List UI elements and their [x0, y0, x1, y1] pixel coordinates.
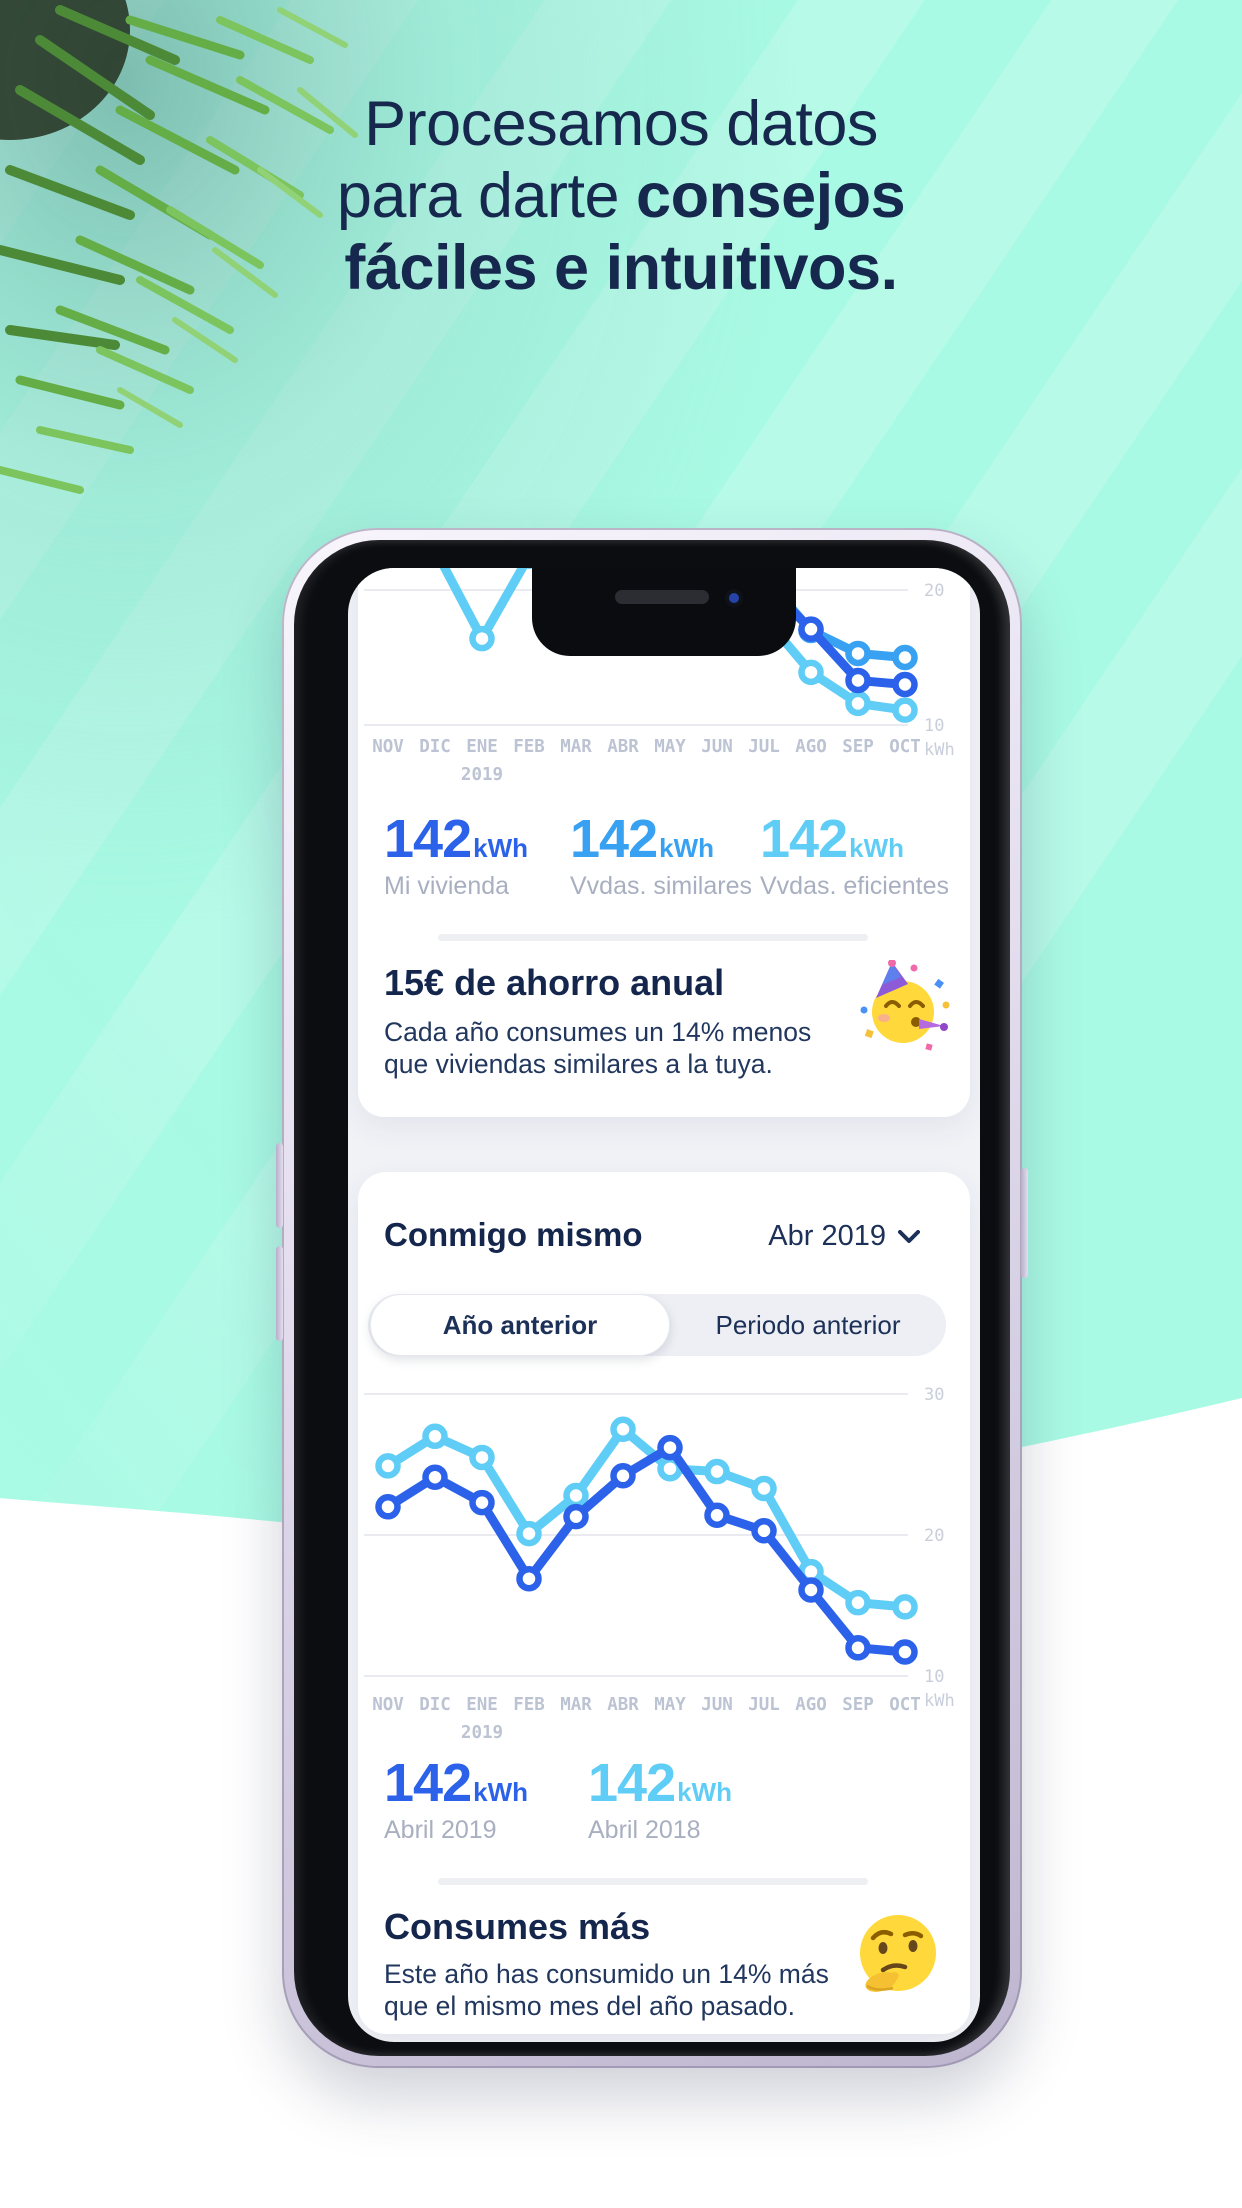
svg-text:OCT: OCT	[889, 1695, 921, 1715]
power-button	[1021, 1168, 1028, 1278]
svg-text:FEB: FEB	[513, 1695, 545, 1715]
svg-text:kWh: kWh	[924, 740, 955, 760]
stat-mi-vivienda: 142kWh Mi vivienda	[384, 808, 528, 901]
svg-text:20: 20	[924, 1526, 944, 1546]
tab-periodo-anterior[interactable]: Periodo anterior	[715, 1309, 901, 1340]
stat-value: 142	[760, 809, 848, 869]
app-screen: 20 10 kWh NOV DIC ENE FEB MAR ABR MAY JUN JUL AGO SEP…	[348, 568, 980, 2042]
speaker-grille	[615, 590, 709, 604]
svg-text:NOV: NOV	[372, 737, 404, 757]
headline: Procesamos datos para darte consejos fác…	[0, 88, 1242, 304]
svg-text:SEP: SEP	[842, 737, 874, 757]
period-value: Abr 2019	[768, 1220, 886, 1252]
svg-text:ENE: ENE	[466, 737, 498, 757]
svg-text:30: 30	[924, 1385, 944, 1405]
headline-line1: Procesamos datos	[364, 89, 878, 159]
svg-text:DIC: DIC	[419, 1695, 451, 1715]
svg-text:MAY: MAY	[654, 737, 686, 757]
stat-label: Vvdas. eficientes	[760, 872, 949, 900]
stat-label: Mi vivienda	[384, 872, 510, 900]
divider	[438, 934, 868, 941]
stat-unit: kWh	[849, 833, 904, 863]
plant-image	[0, 0, 358, 494]
stat-label: Abril 2018	[588, 1816, 701, 1844]
svg-text:JUN: JUN	[701, 737, 733, 757]
period-dropdown[interactable]: Abr 2019	[768, 1220, 920, 1253]
svg-text:MAY: MAY	[654, 1695, 686, 1715]
svg-text:AGO: AGO	[795, 737, 827, 757]
stat-abril-2019: 142kWh Abril 2019	[384, 1752, 528, 1845]
front-camera	[723, 587, 745, 609]
tab-ano-anterior[interactable]: Año anterior	[370, 1294, 670, 1356]
svg-text:MAR: MAR	[560, 1695, 592, 1715]
headline-line2: para darte consejos	[336, 161, 906, 231]
self-comparison-title: Conmigo mismo	[384, 1216, 643, 1253]
svg-text:2019: 2019	[461, 1723, 503, 1743]
phone-mockup: 20 10 kWh NOV DIC ENE FEB MAR ABR MAY JUN JUL AGO SEP…	[276, 528, 1028, 2068]
savings-insight-body: Cada año consumes un 14% menos que vivie…	[384, 1017, 812, 1079]
consumption-insight-title: Consumes más	[384, 1906, 651, 1947]
comparison-toggle: Año anterior Periodo anterior	[368, 1294, 946, 1356]
stat-abril-2018: 142kWh Abril 2018	[588, 1752, 732, 1845]
savings-insight-title: 15€ de ahorro anual	[384, 962, 725, 1003]
stat-viviendas-eficientes: 142kWh Vvdas. eficientes	[760, 808, 949, 901]
svg-text:ABR: ABR	[607, 1695, 639, 1715]
svg-text:OCT: OCT	[889, 737, 921, 757]
svg-text:10: 10	[924, 1667, 944, 1687]
party-face-emoji	[860, 960, 950, 1051]
stat-value: 142	[384, 1753, 472, 1813]
svg-text:JUL: JUL	[748, 737, 780, 757]
chevron-down-icon	[898, 1229, 920, 1243]
headline-line3: fáciles e intuitivos.	[344, 233, 898, 303]
stat-label: Abril 2019	[384, 1816, 497, 1844]
svg-text:20: 20	[924, 581, 944, 601]
stat-unit: kWh	[473, 833, 528, 863]
stat-value: 142	[384, 809, 472, 869]
svg-text:JUL: JUL	[748, 1695, 780, 1715]
svg-text:JUN: JUN	[701, 1695, 733, 1715]
phone-bezel: 20 10 kWh NOV DIC ENE FEB MAR ABR MAY JUN JUL AGO SEP…	[294, 540, 1010, 2056]
stat-unit: kWh	[677, 1777, 732, 1807]
volume-up-button	[276, 1143, 283, 1228]
svg-text:2019: 2019	[461, 765, 503, 785]
svg-text:AGO: AGO	[795, 1695, 827, 1715]
stat-unit: kWh	[473, 1777, 528, 1807]
stat-value: 142	[570, 809, 658, 869]
stat-value: 142	[588, 1753, 676, 1813]
chart-self-comparison: 30 20 10 kWh NOV DIC ENE FEB MAR ABR MAY JUN JUL AGO S…	[364, 1385, 955, 1743]
svg-text:DIC: DIC	[419, 737, 451, 757]
stat-label: Vvdas. similares	[570, 872, 752, 900]
thinking-face-emoji	[860, 1915, 936, 1992]
svg-text:SEP: SEP	[842, 1695, 874, 1715]
svg-text:ENE: ENE	[466, 1695, 498, 1715]
svg-text:ABR: ABR	[607, 737, 639, 757]
stat-viviendas-similares: 142kWh Vvdas. similares	[570, 808, 752, 901]
svg-text:NOV: NOV	[372, 1695, 404, 1715]
volume-down-button	[276, 1246, 283, 1341]
svg-text:MAR: MAR	[560, 737, 592, 757]
divider	[438, 1878, 868, 1885]
svg-text:10: 10	[924, 716, 944, 736]
consumption-insight-body: Este año has consumido un 14% más que el…	[384, 1959, 829, 2021]
phone-notch	[532, 568, 796, 656]
stat-unit: kWh	[659, 833, 714, 863]
svg-text:kWh: kWh	[924, 1691, 955, 1711]
svg-text:FEB: FEB	[513, 737, 545, 757]
